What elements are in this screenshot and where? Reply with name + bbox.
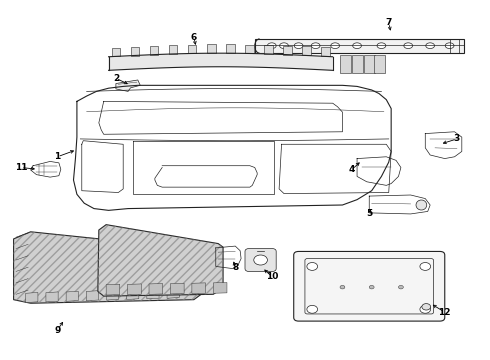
Ellipse shape <box>369 285 374 289</box>
Ellipse shape <box>422 303 431 310</box>
Polygon shape <box>66 291 78 301</box>
Ellipse shape <box>311 43 320 49</box>
Polygon shape <box>374 55 385 73</box>
Text: 6: 6 <box>191 33 197 42</box>
Text: 2: 2 <box>113 74 119 83</box>
Text: 10: 10 <box>266 272 278 281</box>
Ellipse shape <box>426 43 435 49</box>
Polygon shape <box>46 292 58 302</box>
Polygon shape <box>130 46 139 55</box>
Polygon shape <box>264 45 272 54</box>
Text: 4: 4 <box>349 165 355 174</box>
Ellipse shape <box>416 200 427 210</box>
Ellipse shape <box>294 43 303 49</box>
Polygon shape <box>255 39 464 53</box>
Ellipse shape <box>254 255 268 265</box>
Text: 5: 5 <box>366 210 372 219</box>
Polygon shape <box>86 291 98 301</box>
Text: 3: 3 <box>454 134 460 143</box>
Ellipse shape <box>340 285 345 289</box>
Polygon shape <box>188 45 196 54</box>
Polygon shape <box>149 46 158 55</box>
Ellipse shape <box>268 43 276 49</box>
Polygon shape <box>245 45 254 53</box>
Polygon shape <box>116 80 140 91</box>
Polygon shape <box>226 44 235 53</box>
Text: 8: 8 <box>232 263 238 272</box>
Polygon shape <box>340 55 351 73</box>
Ellipse shape <box>280 43 288 49</box>
Polygon shape <box>26 293 38 302</box>
Polygon shape <box>106 284 120 295</box>
Text: 12: 12 <box>439 308 451 317</box>
Polygon shape <box>321 48 330 56</box>
Polygon shape <box>98 225 223 296</box>
Ellipse shape <box>353 43 362 49</box>
Ellipse shape <box>445 43 454 49</box>
Ellipse shape <box>377 43 386 49</box>
Polygon shape <box>207 44 216 53</box>
Polygon shape <box>149 284 163 294</box>
Polygon shape <box>283 46 292 54</box>
Polygon shape <box>192 283 205 294</box>
Text: 11: 11 <box>15 163 27 172</box>
Polygon shape <box>106 290 119 300</box>
Polygon shape <box>112 48 120 57</box>
Polygon shape <box>213 283 227 293</box>
Ellipse shape <box>307 305 318 313</box>
Polygon shape <box>14 232 206 303</box>
Ellipse shape <box>307 262 318 270</box>
Polygon shape <box>127 284 141 295</box>
Ellipse shape <box>331 43 340 49</box>
Polygon shape <box>167 288 179 298</box>
Polygon shape <box>352 55 363 73</box>
Text: 1: 1 <box>54 152 61 161</box>
Ellipse shape <box>404 43 413 49</box>
Text: 9: 9 <box>54 325 61 334</box>
Polygon shape <box>169 45 177 54</box>
Polygon shape <box>147 289 159 299</box>
Polygon shape <box>365 55 375 73</box>
Polygon shape <box>171 283 184 294</box>
Ellipse shape <box>398 285 403 289</box>
FancyBboxPatch shape <box>245 249 276 271</box>
Polygon shape <box>127 289 139 300</box>
FancyBboxPatch shape <box>294 251 445 321</box>
Ellipse shape <box>420 262 431 270</box>
Ellipse shape <box>420 305 431 313</box>
Polygon shape <box>302 46 311 55</box>
Text: 7: 7 <box>386 18 392 27</box>
